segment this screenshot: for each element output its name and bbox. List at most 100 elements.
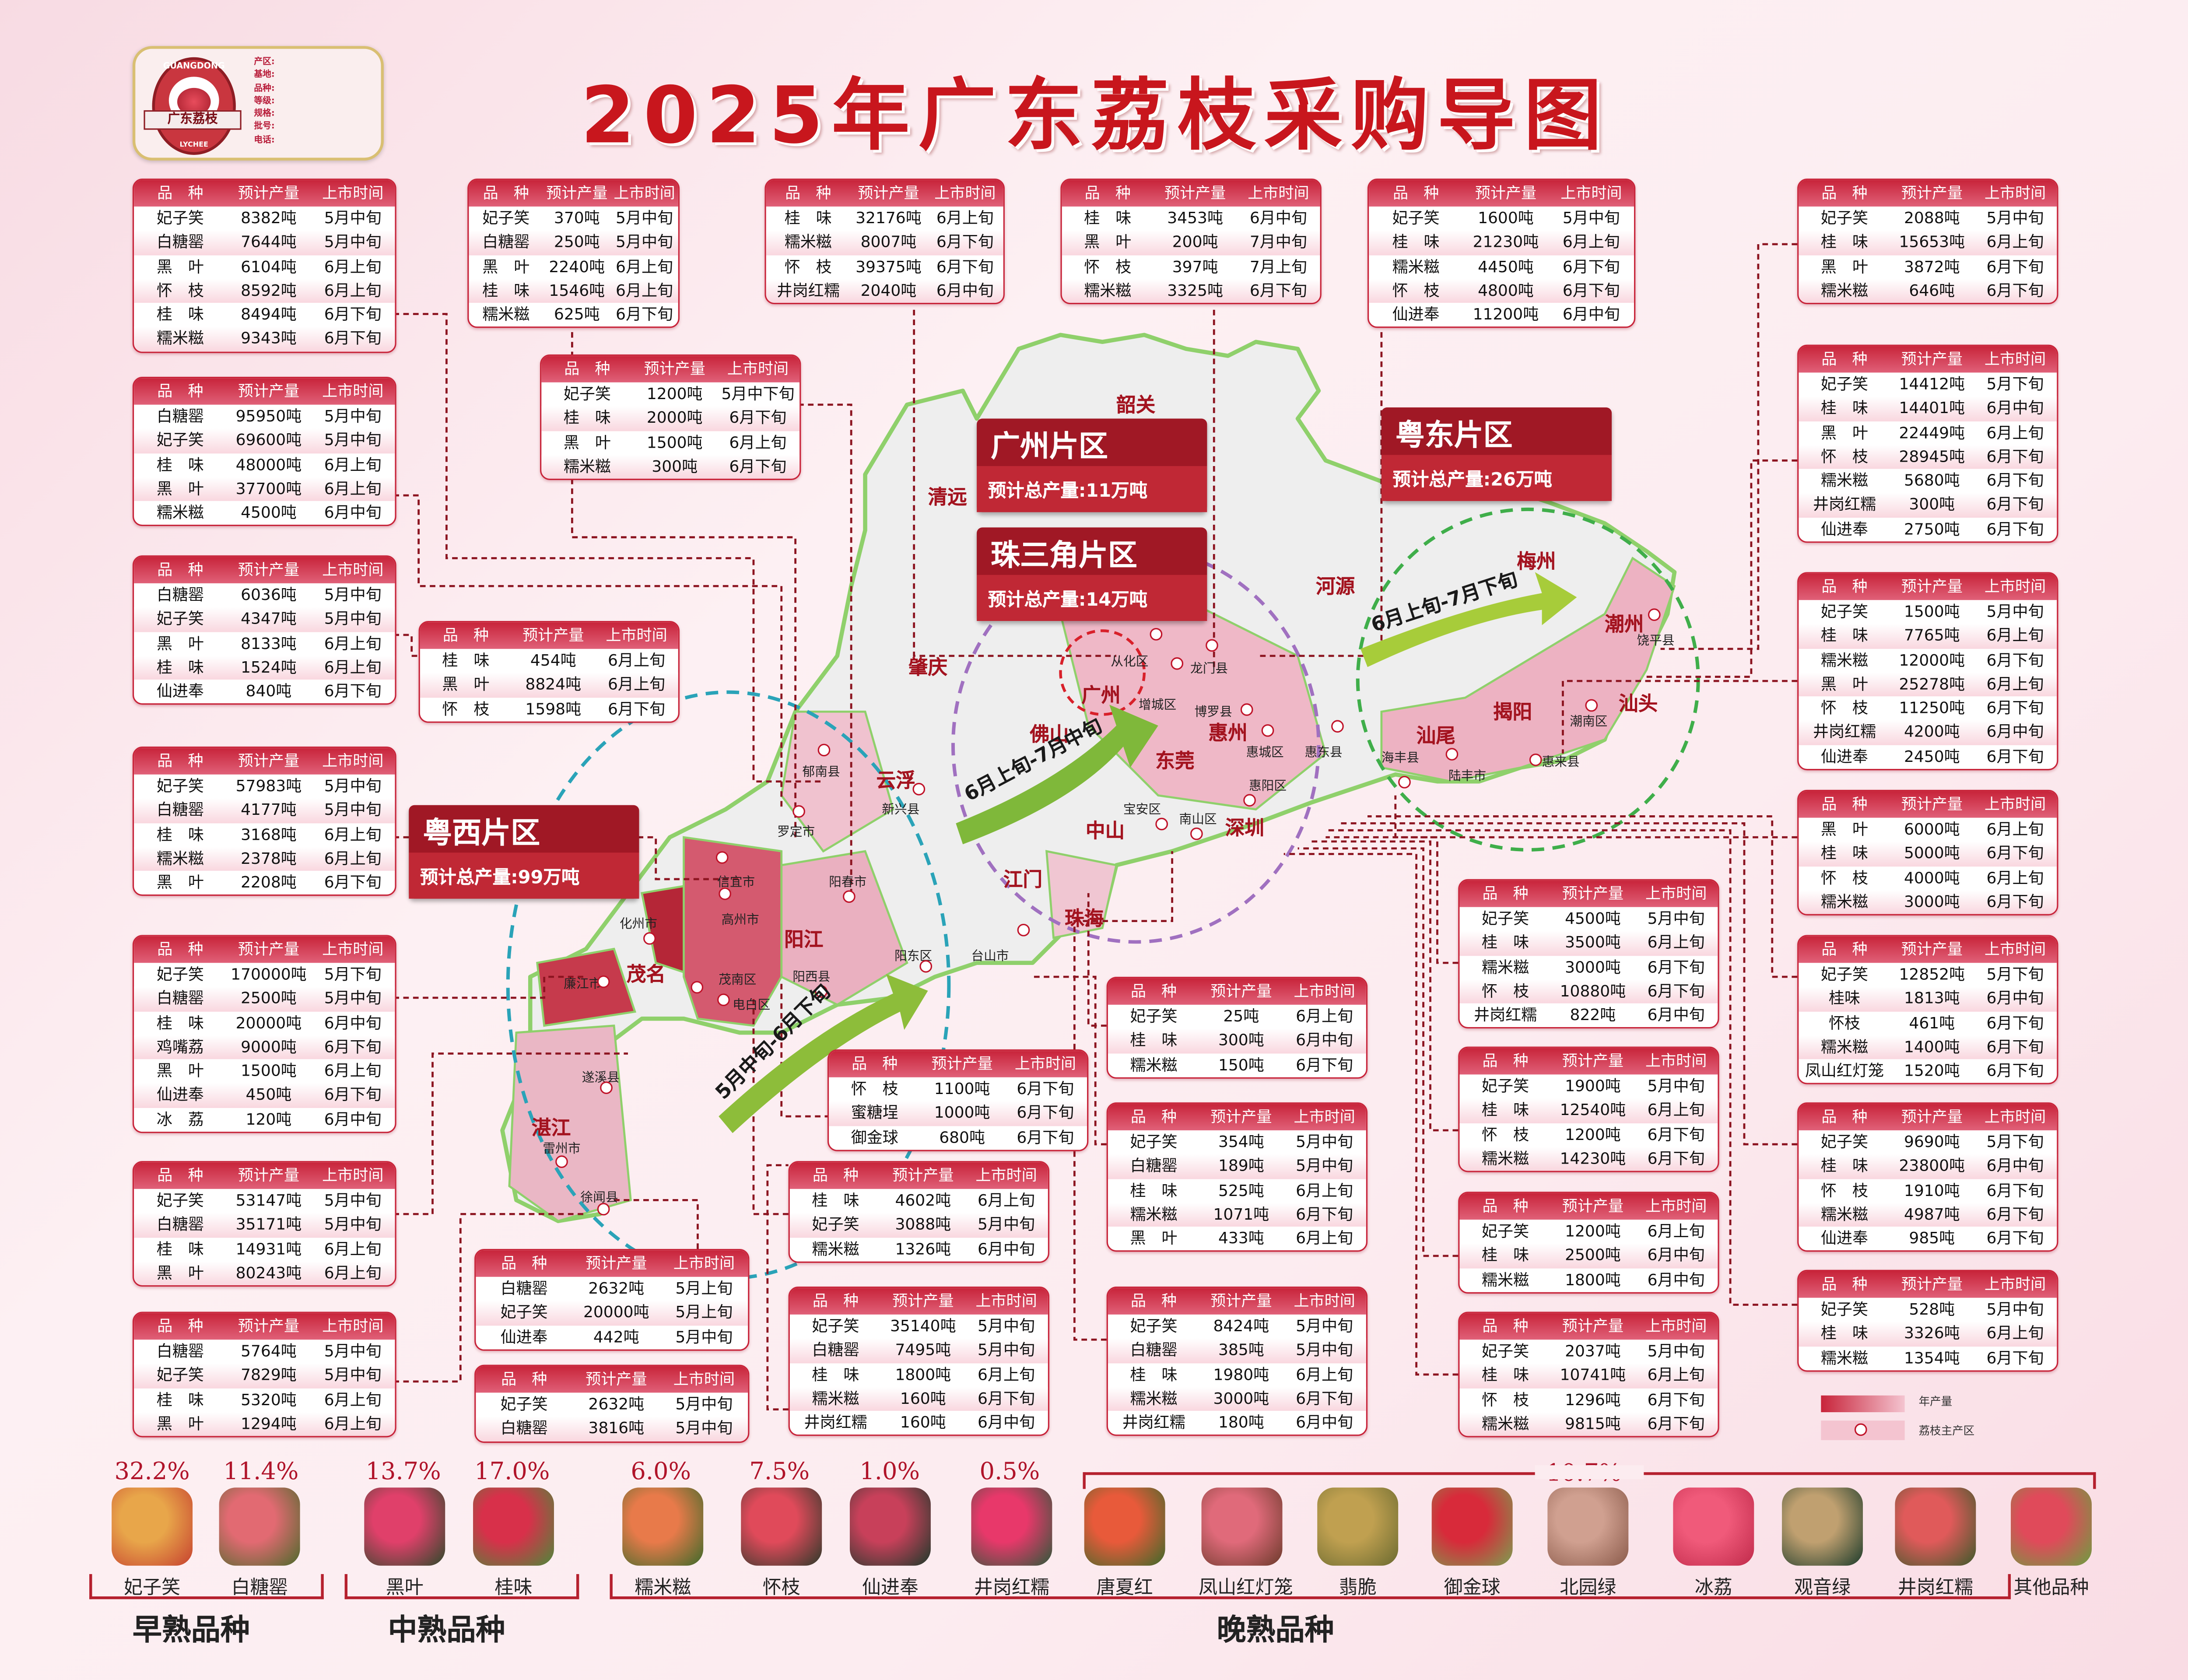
lychee-photo [364,1487,445,1566]
cell-quantity: 1900吨 [1565,1077,1621,1096]
cell-variety: 糯米糍 [1482,958,1529,976]
map-county-label: 新兴县 [882,803,920,818]
table-header: 品 种 预计产量 上市时间 [1459,1193,1718,1220]
cell-quantity: 1296吨 [1565,1390,1621,1409]
lychee-photo [741,1487,822,1566]
table-row: 桂 味 454吨 6月上旬 [420,649,678,673]
cell-variety: 白糖罂 [500,1419,548,1438]
lychee-photo [112,1487,193,1566]
cell-variety: 妃子笑 [1820,603,1869,621]
column-header: 上市时间 [1294,1292,1355,1311]
map-city-label: 梅州 [1517,551,1556,574]
variety-percentage: 13.7% [365,1458,441,1487]
table-row: 黑 叶 8824吨 6月上旬 [420,673,678,698]
cell-quantity: 2240吨 [549,257,605,276]
variety-table: 品 种预计产量 上市时间 妃子笑 1500吨 5月中旬桂 味 7765吨 6月上旬 糯米糍 12… [1797,572,2058,771]
cell-season: 6月上旬 [324,1415,382,1433]
cell-season: 6月上旬 [1562,233,1620,252]
cell-variety: 糯米糍 [1820,1038,1869,1056]
cell-variety: 黑 叶 [156,1062,204,1080]
table-row: 白糖罂 35171吨 5月中旬 [134,1213,395,1238]
table-row: 妃子笑 370吨 5月中旬 [469,207,678,231]
cell-season: 6月中旬 [978,1413,1035,1432]
cell-season: 6月中旬 [1249,209,1307,228]
table-row: 白糖罂 5764吨 5月中旬 [134,1340,395,1364]
column-header: 预计产量 [1562,884,1624,903]
cell-variety: 仙进奉 [1392,305,1440,324]
location-marker-icon [643,932,656,945]
cell-season: 6月下旬 [1986,1038,2044,1056]
variety-table: 品 种 预计产量 上市时间 妃子笑 170000吨 5月下旬 白糖罂 2500吨 5月中旬桂 味… [132,935,396,1133]
table-header: 品 种 预计产量 上市时间 [1799,1271,2057,1298]
table-row: 桂 味 21230吨 6月上旬 [1369,231,1634,255]
variety-name: 妃子笑 [124,1577,181,1599]
table-row: 桂 味 3326吨 6月上旬 [1799,1322,2057,1346]
cell-variety: 妃子笑 [1820,1133,1869,1151]
table-row: 怀 枝 397吨 7月上旬 [1062,255,1320,279]
map-county-label: 海丰县 [1381,752,1420,766]
cell-season: 6月中旬 [1986,1157,2044,1175]
cell-quantity: 2500吨 [241,989,297,1008]
lychee-photo [622,1487,704,1566]
map-city-label: 揭阳 [1493,701,1532,724]
cell-season: 6月下旬 [1986,1229,2044,1248]
table-row: 糯米糍 1354吨 6月下旬 [1799,1346,2057,1370]
column-header: 品 种 [1482,884,1529,903]
cell-quantity: 14230吨 [1560,1150,1626,1168]
column-header: 品 种 [1482,1197,1529,1216]
map-county-label: 南山区 [1179,814,1217,828]
cell-quantity: 3500吨 [1565,934,1621,952]
region-box: 粤西片区 预计总产量:99万吨 [409,805,639,899]
table-header: 品 种 预计产量 上市时间 [1799,180,2057,207]
table-row: 妃子笑 170000吨 5月下旬 [134,963,395,987]
table-row: 仙进奉 985吨 6月下旬 [1799,1227,2057,1251]
map-county-label: 惠来县 [1542,756,1580,771]
table-row: 仙进奉 442吨 5月中旬 [476,1325,748,1349]
cell-season: 6月下旬 [1986,496,2044,515]
map-city-label: 汕尾 [1416,726,1455,748]
cell-season: 5月中旬 [324,989,382,1008]
table-row: 井岗红糯 822吨 6月中旬 [1459,1003,1718,1028]
cell-quantity: 35140吨 [890,1317,956,1336]
cell-season: 5月中旬 [1647,1077,1705,1096]
table-header: 品 种 预计产量 上市时间 [476,1250,748,1277]
bracket-gap [1535,1465,1644,1480]
cell-variety: 桂 味 [1130,1181,1178,1200]
cell-variety: 黑 叶 [1820,424,1869,442]
cell-variety: 糯米糍 [482,305,530,324]
variety-name: 怀枝 [762,1577,800,1599]
table-row: 鸡嘴荔 9000吨 6月下旬 [134,1035,395,1059]
table-row: 妃子笑 7829吨 5月中旬 [134,1364,395,1388]
location-marker-icon [843,890,856,903]
column-header: 品 种 [157,752,203,771]
cell-quantity: 2500吨 [1565,1246,1621,1265]
cell-quantity: 20000吨 [583,1304,649,1322]
cell-variety: 仙进奉 [1820,520,1869,539]
table-row: 妃子笑 2037吨 5月中旬 [1459,1340,1718,1364]
cell-quantity: 53147吨 [235,1192,302,1210]
column-header: 上市时间 [673,1370,735,1389]
variety-percentage: 32.2% [114,1458,190,1487]
cell-quantity: 2088吨 [1904,209,1960,228]
cell-variety: 妃子笑 [156,610,204,628]
lychee-photo [1084,1487,1165,1566]
cell-variety: 糯米糍 [1820,893,1869,911]
cell-season: 6月下旬 [1986,1181,2044,1200]
column-header: 预计产量 [1901,350,1963,368]
cell-quantity: 20000吨 [235,1014,302,1032]
logo-en-top: GUANGDONG [163,61,225,71]
location-marker-icon [1331,720,1344,733]
lychee-photo [1895,1487,1976,1566]
table-row: 怀 枝 1200吨 6月下旬 [1459,1123,1718,1147]
cell-season: 6月下旬 [1647,1390,1705,1409]
table-row: 桂 味 5000吨 6月下旬 [1799,842,2057,866]
table-row: 怀 枝 1296吨 6月下旬 [1459,1388,1718,1412]
map-county-label: 陆丰市 [1448,770,1487,785]
map-city-label: 广州 [1081,685,1121,708]
cell-season: 6月上旬 [1647,1101,1705,1120]
cell-quantity: 150吨 [1218,1056,1264,1074]
cell-variety: 黑 叶 [156,873,204,892]
cell-quantity: 7644吨 [241,233,297,252]
cell-season: 6月上旬 [324,1390,382,1409]
